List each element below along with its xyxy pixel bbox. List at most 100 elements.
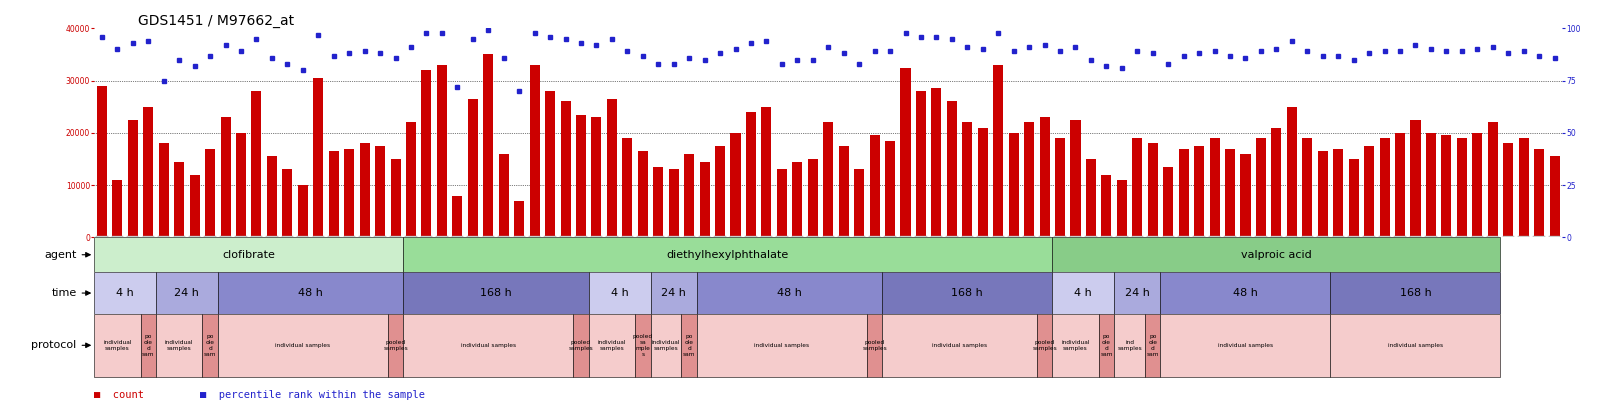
Bar — [745, 112, 756, 237]
Text: GSM42914: GSM42914 — [221, 237, 230, 279]
Bar — [1271, 128, 1281, 237]
Bar — [388, 314, 403, 377]
Text: GSM42896: GSM42896 — [1209, 237, 1219, 279]
Text: individual samples: individual samples — [461, 343, 516, 348]
Bar — [1052, 237, 1500, 272]
Bar — [94, 237, 403, 272]
Bar — [217, 272, 403, 314]
Text: GSM42952: GSM42952 — [97, 237, 107, 279]
Text: GSM42929: GSM42929 — [1441, 237, 1449, 279]
Bar — [776, 169, 787, 237]
Text: GSM42962: GSM42962 — [1008, 237, 1018, 279]
Text: GSM42917: GSM42917 — [268, 237, 276, 279]
Bar — [1378, 138, 1389, 237]
Text: GSM42893: GSM42893 — [761, 237, 771, 279]
Bar — [190, 175, 200, 237]
Text: GSM42892: GSM42892 — [747, 237, 755, 279]
Bar — [652, 167, 662, 237]
Text: GSM42938: GSM42938 — [1117, 237, 1126, 279]
Bar — [1100, 175, 1110, 237]
Bar — [235, 133, 245, 237]
Text: po
ole
d
sam: po ole d sam — [1099, 334, 1112, 356]
Bar — [1548, 156, 1558, 237]
Text: GSM42895: GSM42895 — [870, 237, 878, 279]
Bar — [94, 272, 156, 314]
Bar — [282, 169, 292, 237]
Bar — [1332, 149, 1342, 237]
Bar — [932, 88, 941, 237]
Bar — [453, 196, 463, 237]
Bar — [638, 151, 648, 237]
Text: 24 h: 24 h — [174, 288, 200, 298]
Bar — [143, 107, 153, 237]
Text: time: time — [52, 288, 91, 298]
Text: GSM42905: GSM42905 — [1349, 237, 1357, 279]
Text: GSM42909: GSM42909 — [808, 237, 816, 279]
Bar — [651, 272, 696, 314]
Text: GSM42889: GSM42889 — [1055, 237, 1065, 279]
Bar — [328, 151, 339, 237]
Bar — [823, 122, 833, 237]
Bar — [591, 117, 601, 237]
Bar — [344, 149, 354, 237]
Text: 24 h: 24 h — [661, 288, 687, 298]
Text: GSM42969: GSM42969 — [529, 237, 539, 279]
Bar — [156, 272, 217, 314]
Text: pooled
samples: pooled samples — [568, 340, 592, 351]
Bar — [203, 314, 217, 377]
Bar — [607, 99, 617, 237]
Bar — [1024, 122, 1034, 237]
Bar — [1117, 180, 1126, 237]
Bar — [514, 201, 524, 237]
Text: GSM42919: GSM42919 — [375, 237, 385, 279]
Bar — [683, 154, 693, 237]
Text: 168 h: 168 h — [951, 288, 982, 298]
Text: GSM42949: GSM42949 — [669, 237, 678, 279]
Bar — [946, 102, 956, 237]
Bar — [1070, 120, 1079, 237]
Bar — [885, 141, 894, 237]
Bar — [1113, 272, 1160, 314]
Text: ■  percentile rank within the sample: ■ percentile rank within the sample — [200, 390, 425, 400]
Text: GSM42968: GSM42968 — [514, 237, 523, 279]
Text: GSM42886: GSM42886 — [932, 237, 940, 279]
Bar — [651, 314, 682, 377]
Text: GSM42933: GSM42933 — [1503, 237, 1511, 279]
Bar — [589, 314, 635, 377]
Text: GSM42902: GSM42902 — [1302, 237, 1311, 279]
Bar — [1035, 314, 1052, 377]
Text: GSM42955: GSM42955 — [144, 237, 153, 279]
Text: 48 h: 48 h — [777, 288, 802, 298]
Text: GSM42908: GSM42908 — [792, 237, 802, 279]
Bar — [141, 314, 156, 377]
Text: pooled
samples: pooled samples — [862, 340, 886, 351]
Text: pooled
samples: pooled samples — [383, 340, 407, 351]
Text: individual
samples: individual samples — [651, 340, 680, 351]
Bar — [156, 314, 203, 377]
Text: GSM42966: GSM42966 — [484, 237, 492, 279]
Text: GSM42918: GSM42918 — [282, 237, 292, 279]
Text: agent: agent — [44, 250, 91, 260]
Text: GDS1451 / M97662_at: GDS1451 / M97662_at — [138, 14, 294, 28]
Bar — [622, 138, 631, 237]
Bar — [576, 115, 586, 237]
Bar — [1316, 151, 1328, 237]
Text: GSM42911: GSM42911 — [839, 237, 847, 279]
Bar — [467, 99, 477, 237]
Text: GSM42927: GSM42927 — [1410, 237, 1419, 279]
Text: GSM42947: GSM42947 — [1195, 237, 1203, 279]
Text: GSM42894: GSM42894 — [777, 237, 786, 279]
Text: GSM42935: GSM42935 — [1534, 237, 1542, 279]
Bar — [868, 135, 880, 237]
Bar — [573, 314, 589, 377]
Text: 4 h: 4 h — [117, 288, 133, 298]
Bar — [1240, 154, 1250, 237]
Bar — [313, 78, 323, 237]
Text: GSM42961: GSM42961 — [993, 237, 1001, 279]
Bar — [437, 65, 446, 237]
Text: GSM42925: GSM42925 — [391, 237, 399, 279]
Bar — [1518, 138, 1527, 237]
Bar — [375, 146, 385, 237]
Text: 48 h: 48 h — [1232, 288, 1258, 298]
Bar — [221, 117, 230, 237]
